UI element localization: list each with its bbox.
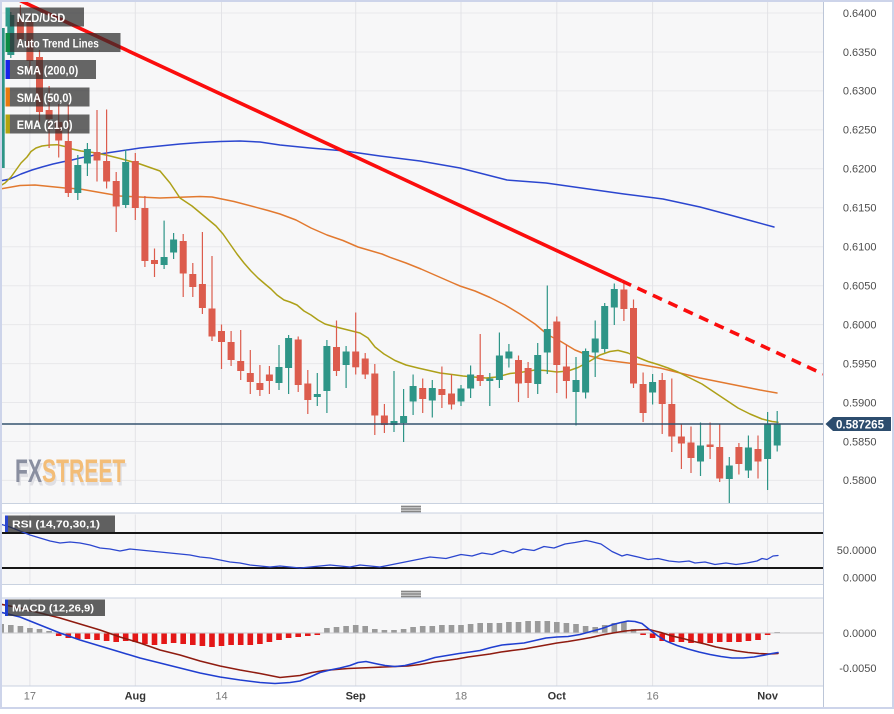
svg-text:0.6250: 0.6250 xyxy=(843,125,877,137)
svg-text:NZD/USD: NZD/USD xyxy=(17,13,66,25)
svg-text:SMA (50,0): SMA (50,0) xyxy=(17,93,72,105)
svg-text:0.6050: 0.6050 xyxy=(843,281,877,293)
svg-text:0.6400: 0.6400 xyxy=(843,8,877,20)
svg-text:FXSTREET: FXSTREET xyxy=(15,452,126,489)
svg-text:50.0000: 50.0000 xyxy=(837,545,877,557)
svg-text:0.5950: 0.5950 xyxy=(843,358,877,370)
svg-text:18: 18 xyxy=(455,691,467,703)
svg-text:0.5900: 0.5900 xyxy=(843,397,877,409)
svg-text:Nov: Nov xyxy=(757,691,779,703)
svg-text:SMA (200,0): SMA (200,0) xyxy=(17,66,79,78)
svg-text:14: 14 xyxy=(215,691,227,703)
svg-text:0.0000: 0.0000 xyxy=(843,573,877,585)
svg-text:Aug: Aug xyxy=(125,691,146,703)
svg-text:RSI (14,70,30,1): RSI (14,70,30,1) xyxy=(12,520,100,531)
svg-text:0.5850: 0.5850 xyxy=(843,436,877,448)
svg-text:0.6200: 0.6200 xyxy=(843,164,877,176)
svg-text:-0.0050: -0.0050 xyxy=(839,663,876,675)
svg-text:0.587265: 0.587265 xyxy=(836,419,885,431)
svg-text:0.6300: 0.6300 xyxy=(843,86,877,98)
svg-text:17: 17 xyxy=(24,691,36,703)
svg-text:EMA (21,0): EMA (21,0) xyxy=(17,120,73,132)
svg-text:0.6350: 0.6350 xyxy=(843,47,877,59)
svg-text:Auto Trend Lines: Auto Trend Lines xyxy=(17,39,99,51)
svg-text:0.6150: 0.6150 xyxy=(843,203,877,215)
svg-text:Sep: Sep xyxy=(346,691,366,703)
svg-text:Oct: Oct xyxy=(548,691,567,703)
svg-text:0.6000: 0.6000 xyxy=(843,319,877,331)
svg-text:0.5800: 0.5800 xyxy=(843,475,877,487)
svg-text:0.0000: 0.0000 xyxy=(843,628,877,640)
svg-text:MACD (12,26,9): MACD (12,26,9) xyxy=(12,604,94,615)
svg-text:16: 16 xyxy=(646,691,658,703)
svg-text:0.6100: 0.6100 xyxy=(843,242,877,254)
